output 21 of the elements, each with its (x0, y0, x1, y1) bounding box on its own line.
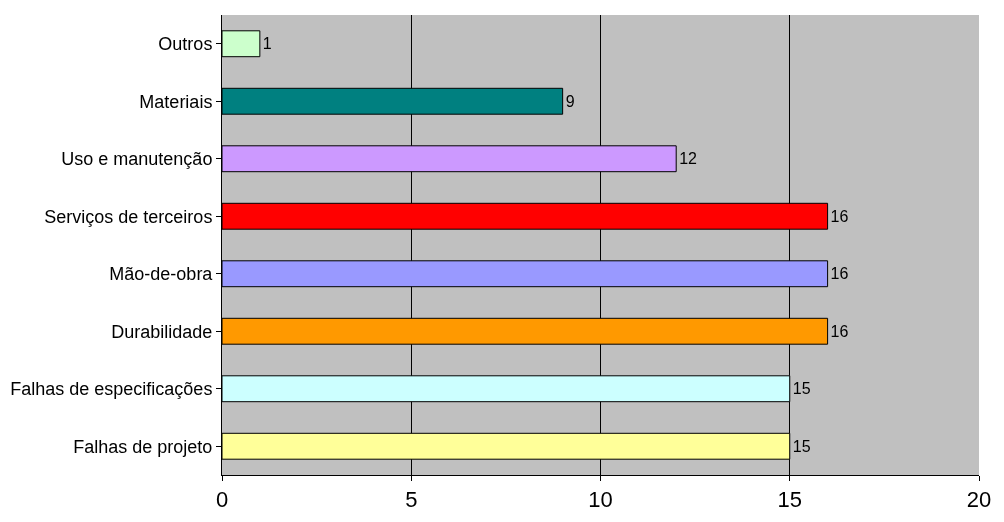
x-tick-label: 20 (966, 487, 992, 513)
data-label: 15 (792, 437, 811, 455)
x-tick-label: 15 (777, 487, 802, 513)
data-label: 16 (830, 207, 849, 225)
y-tick-label: Mão-de-obra (109, 264, 214, 285)
x-tick-label: 10 (588, 487, 613, 513)
data-label: 1 (262, 35, 272, 53)
y-tick-label: Outros (158, 34, 213, 55)
y-tick-label: Serviços de terceiros (44, 206, 213, 227)
y-tick-label: Falhas de especificações (10, 379, 213, 400)
data-label: 15 (792, 380, 811, 398)
data-label: 12 (679, 150, 698, 168)
x-tick-label: 0 (215, 487, 229, 513)
y-tick-label: Uso e manutenção (61, 149, 213, 170)
data-label: 16 (830, 265, 849, 283)
y-tick-label: Materiais (139, 91, 213, 112)
y-tick-label: Falhas de projeto (73, 436, 213, 457)
data-label: 9 (565, 92, 575, 110)
data-label: 16 (830, 322, 849, 340)
y-tick-label: Durabilidade (111, 321, 213, 342)
x-tick-label: 5 (405, 487, 418, 513)
